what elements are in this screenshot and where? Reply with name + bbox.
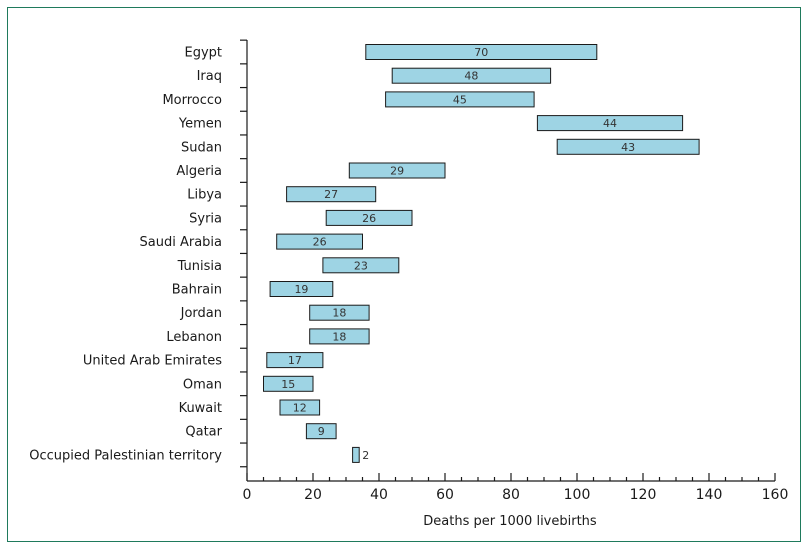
category-label: Sudan bbox=[181, 140, 222, 155]
bar-value-label: 43 bbox=[621, 141, 635, 154]
bar-value-label: 9 bbox=[318, 425, 325, 438]
bar bbox=[309, 328, 370, 345]
category-label: Morrocco bbox=[162, 93, 222, 108]
x-axis: 0 20 40 60 80 100 120 140 160 bbox=[243, 473, 789, 503]
category-label: Lebanon bbox=[166, 330, 222, 345]
category-label: Occupied Palestinian territory bbox=[29, 448, 222, 463]
bar bbox=[348, 162, 446, 179]
x-tick-label: 60 bbox=[436, 487, 454, 503]
bar-value-label: 15 bbox=[281, 378, 295, 391]
bar bbox=[279, 399, 321, 416]
category-label: Tunisia bbox=[177, 259, 222, 274]
bar-value-label: 2 bbox=[362, 449, 369, 462]
bar bbox=[286, 186, 377, 203]
category-labels: Egypt Iraq Morrocco Yemen Sudan Algeria Libya S… bbox=[29, 46, 222, 464]
bar bbox=[322, 257, 400, 274]
bar-value-label: 23 bbox=[354, 259, 368, 272]
bar-value-label: 12 bbox=[293, 402, 307, 415]
category-label: Yemen bbox=[178, 117, 222, 132]
x-tick-label: 100 bbox=[564, 487, 591, 503]
bar-value-label: 45 bbox=[453, 93, 467, 106]
bar bbox=[365, 44, 598, 60]
x-tick-label: 0 bbox=[243, 487, 252, 503]
category-label: Libya bbox=[187, 188, 222, 203]
bar-value-label: 26 bbox=[362, 212, 376, 225]
bar-value-label: 44 bbox=[603, 117, 617, 130]
bar-value-label: 26 bbox=[313, 236, 327, 249]
x-tick-label: 20 bbox=[304, 487, 322, 503]
bar bbox=[556, 138, 700, 155]
bar bbox=[352, 446, 360, 463]
bar-value-label: 19 bbox=[294, 283, 308, 296]
category-label: Kuwait bbox=[179, 401, 222, 416]
bar-value-label: 70 bbox=[474, 46, 488, 59]
category-label: Saudi Arabia bbox=[140, 235, 223, 250]
bar bbox=[266, 352, 324, 369]
category-label: Egypt bbox=[184, 46, 222, 61]
bar bbox=[325, 209, 413, 226]
bar-value-label: 18 bbox=[332, 307, 346, 320]
bar-value-label: 17 bbox=[288, 354, 302, 367]
x-tick-label: 40 bbox=[370, 487, 388, 503]
x-axis-title: Deaths per 1000 livebirths bbox=[423, 514, 597, 529]
bar-value-label: 18 bbox=[332, 330, 346, 343]
bar bbox=[309, 304, 370, 321]
category-label: Syria bbox=[189, 211, 222, 226]
x-tick-label: 160 bbox=[762, 487, 789, 503]
category-label: Bahrain bbox=[172, 283, 222, 298]
x-tick-label: 120 bbox=[630, 487, 657, 503]
bar bbox=[269, 281, 334, 297]
category-label: Jordan bbox=[180, 306, 222, 321]
category-label: Iraq bbox=[197, 69, 222, 84]
bar bbox=[276, 233, 364, 250]
category-label: Oman bbox=[183, 377, 222, 392]
bar bbox=[263, 375, 314, 392]
category-label: Qatar bbox=[185, 425, 222, 440]
x-tick-label: 80 bbox=[502, 487, 520, 503]
category-label: United Arab Emirates bbox=[83, 354, 222, 369]
category-label: Algeria bbox=[176, 164, 222, 179]
y-axis bbox=[240, 39, 248, 481]
bar-value-label: 48 bbox=[464, 70, 478, 83]
x-tick-label: 140 bbox=[696, 487, 723, 503]
bar bbox=[385, 91, 535, 108]
bar bbox=[536, 115, 684, 132]
bar-value-label: 29 bbox=[390, 165, 404, 178]
bar bbox=[391, 67, 552, 84]
bars: 70 48 45 44 43 29 27 26 26 23 19 18 18 17 15 12 9 2 bbox=[263, 44, 700, 463]
bar bbox=[305, 423, 337, 440]
bar-value-label: 27 bbox=[324, 188, 338, 201]
